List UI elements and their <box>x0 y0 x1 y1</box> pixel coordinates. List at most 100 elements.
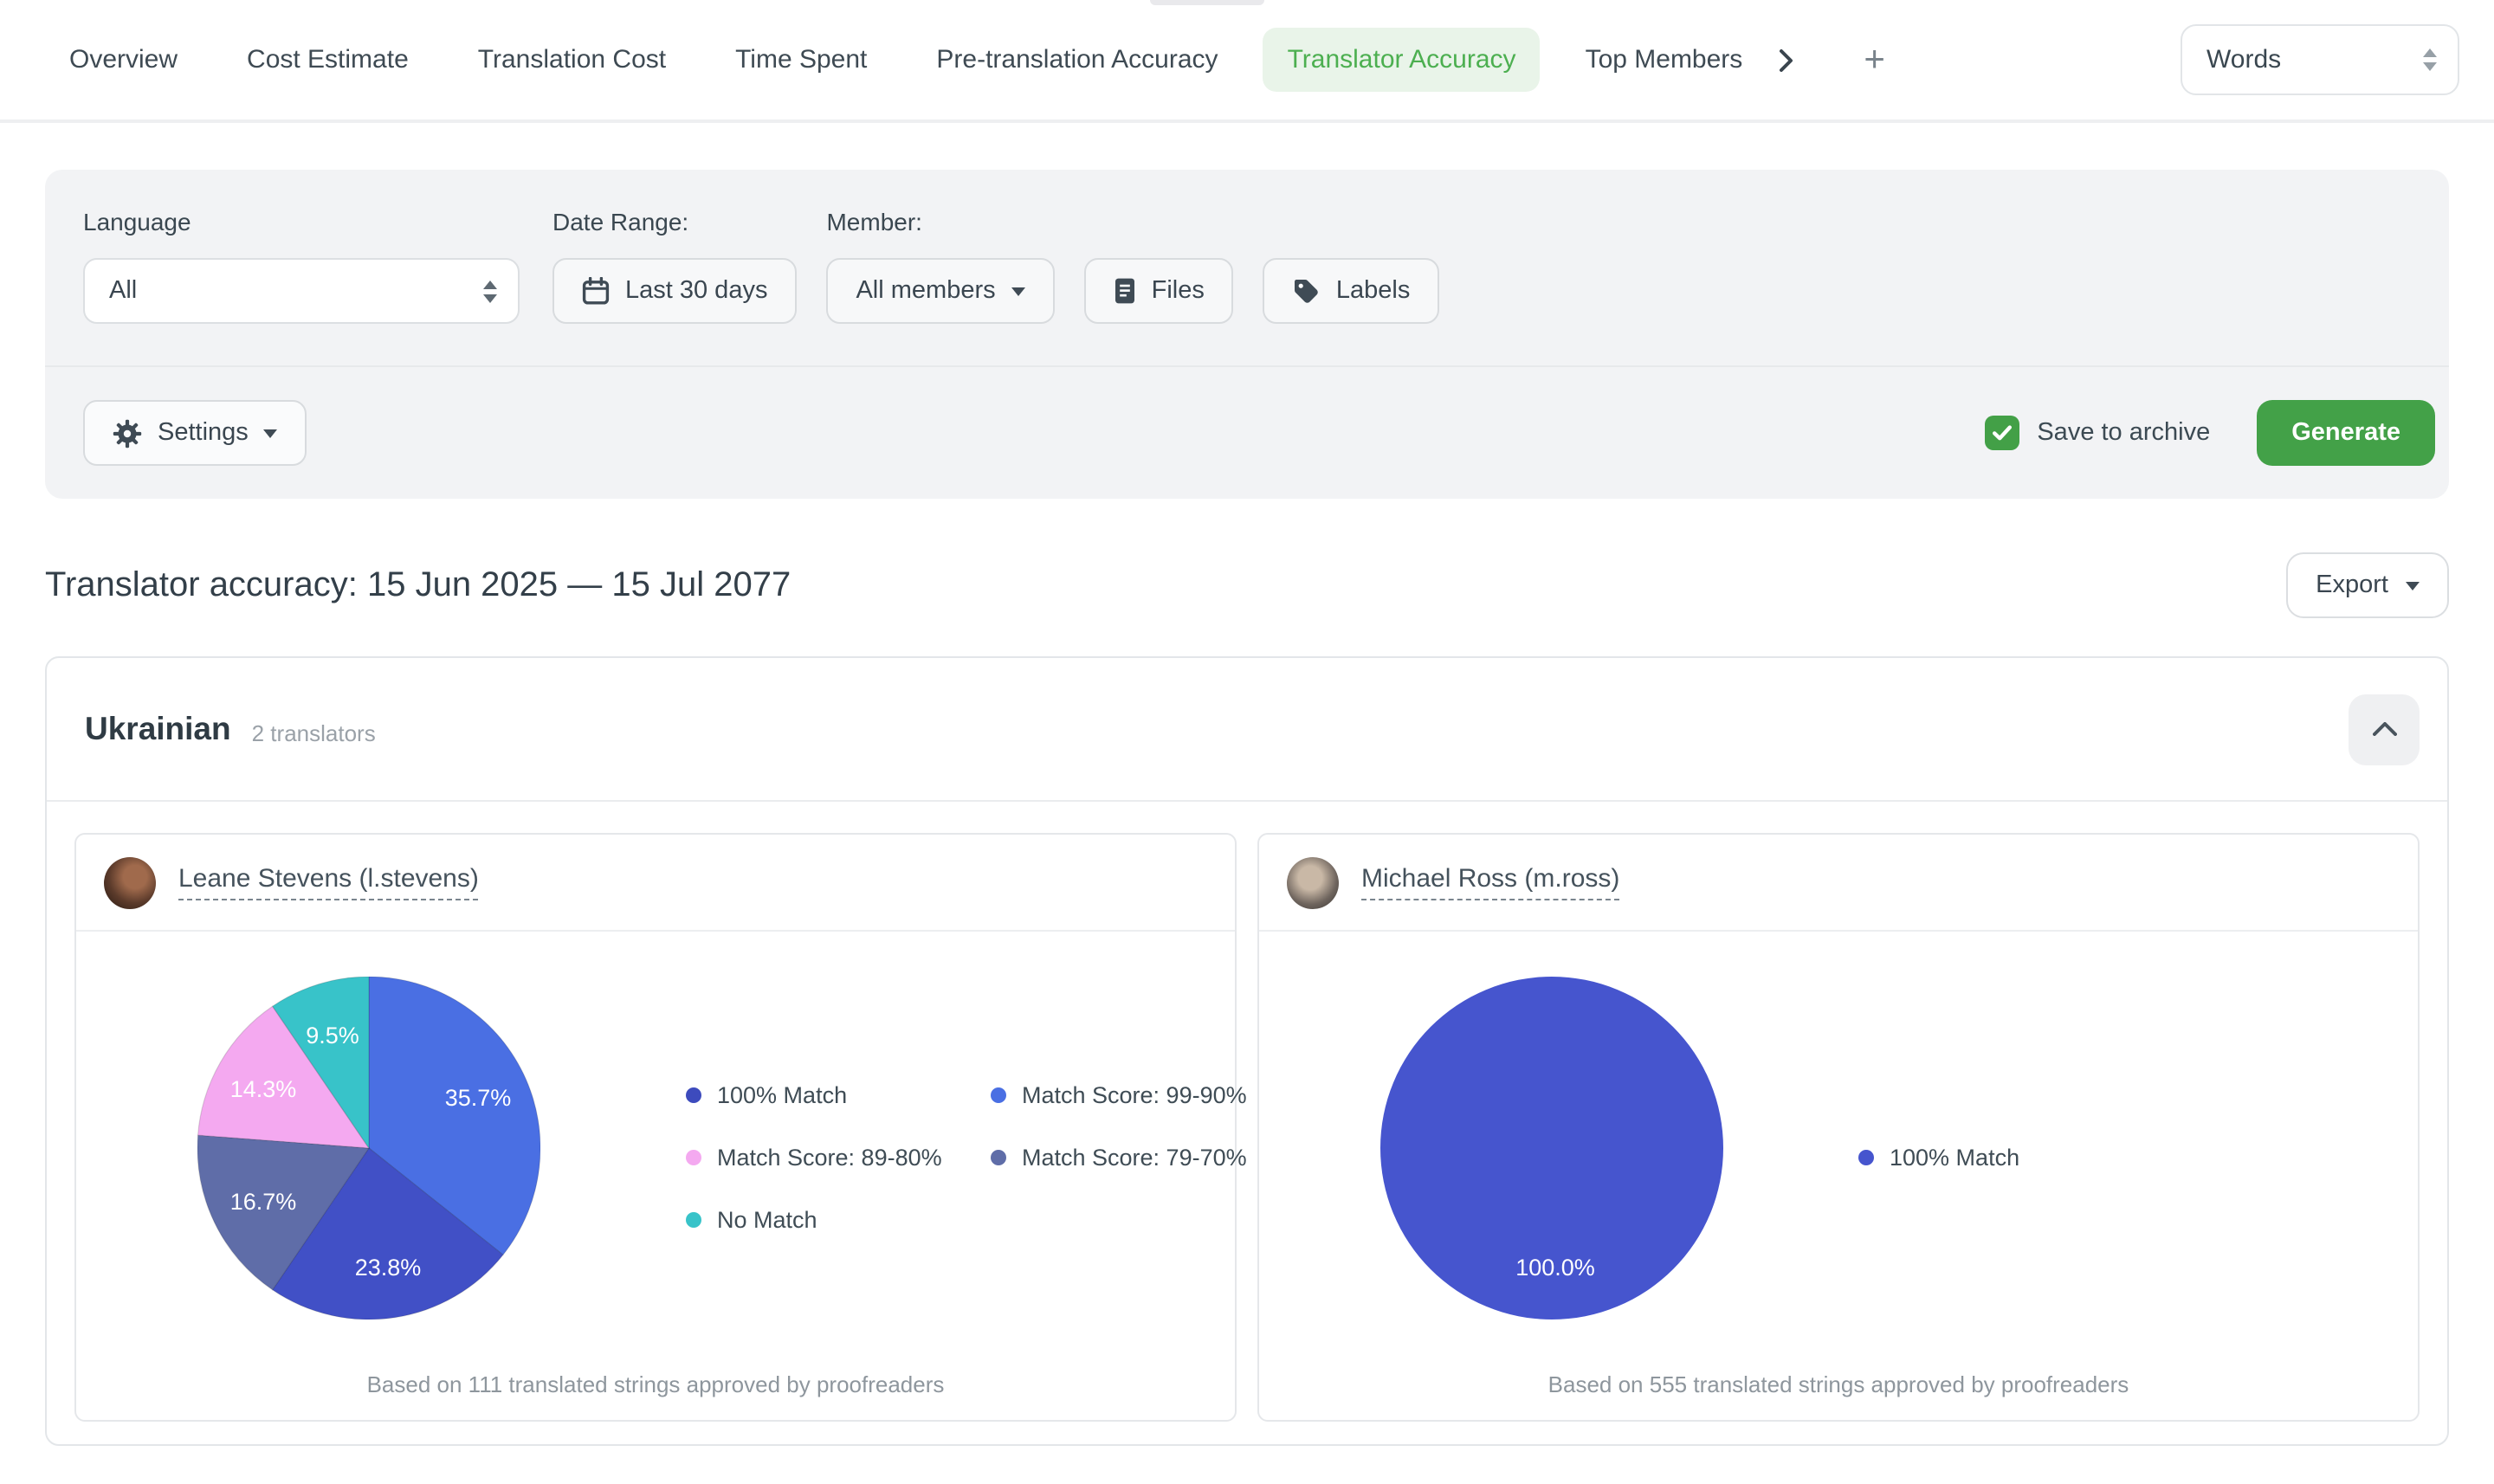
filter-actions-row: Settings Save to archive Generate <box>45 365 2449 499</box>
legend-label: Match Score: 99-90% <box>1022 1081 1247 1107</box>
chart-caption: Based on 555 translated strings approved… <box>1547 1371 2129 1397</box>
legend-item: Match Score: 89-80% <box>686 1139 991 1174</box>
window-top-artifact <box>1150 0 1264 5</box>
date-range-label: Date Range: <box>552 208 689 236</box>
legend-label: No Match <box>717 1206 817 1232</box>
tag-icon <box>1295 280 1319 303</box>
accuracy-pie-chart: 100.0% <box>1380 977 1723 1319</box>
save-to-archive-checkbox[interactable] <box>1985 416 2020 450</box>
export-button-label: Export <box>2316 571 2388 599</box>
legend-item: Match Score: 99-90% <box>991 1077 1247 1112</box>
language-select-value: All <box>109 277 138 305</box>
language-section-card: Ukrainian 2 translators Leane Stevens (l… <box>45 656 2449 1446</box>
accuracy-pie-chart: 35.7% 23.8% 16.7% 14.3% 9.5% <box>197 977 540 1319</box>
add-tab-button[interactable]: + <box>1864 40 1885 80</box>
translator-card-michael-ross: Michael Ross (m.ross) 100.0% 100% Match … <box>1257 833 2420 1422</box>
legend-dot <box>991 1149 1006 1165</box>
translator-card-header: Leane Stevens (l.stevens) <box>76 835 1235 932</box>
chevron-up-icon <box>2372 722 2396 736</box>
pie-legend: 100% Match <box>1858 1139 2163 1174</box>
pie-slice-label: 16.7% <box>230 1189 297 1215</box>
pie-slice-label: 14.3% <box>230 1076 297 1102</box>
generate-button[interactable]: Generate <box>2257 400 2435 466</box>
language-section-header: Ukrainian 2 translators <box>47 658 2447 802</box>
files-filter-label: Files <box>1151 277 1205 305</box>
legend-dot <box>686 1087 701 1102</box>
language-label: Language <box>83 208 191 236</box>
legend-dot <box>1858 1149 1874 1165</box>
legend-label: 100% Match <box>717 1081 848 1107</box>
avatar <box>1287 856 1339 908</box>
pie-slice <box>271 1147 504 1319</box>
select-arrows-icon <box>2423 48 2437 71</box>
translator-card-leane-stevens: Leane Stevens (l.stevens) 35.7% <box>74 833 1247 1422</box>
tab-pre-translation-accuracy[interactable]: Pre-translation Accuracy <box>936 45 1218 74</box>
pie-slice-label: 23.8% <box>355 1255 422 1281</box>
date-range-value: Last 30 days <box>625 277 768 305</box>
pie-slice-label: 100.0% <box>1515 1255 1595 1281</box>
chevron-right-icon <box>1780 48 1793 71</box>
caret-down-icon <box>263 429 278 437</box>
report-title: Translator accuracy: 15 Jun 2025 — 15 Ju… <box>45 565 791 603</box>
legend-label: 100% Match <box>1890 1144 2020 1170</box>
tab-translation-cost[interactable]: Translation Cost <box>477 45 667 74</box>
accuracy-pie-chart-area: 100.0% 100% Match Based on 555 translate… <box>1259 932 2418 1420</box>
pie-slice-label: 9.5% <box>306 1023 359 1048</box>
save-to-archive-label: Save to archive <box>2037 419 2211 447</box>
legend-dot <box>686 1149 701 1165</box>
date-range-button[interactable]: Last 30 days <box>552 258 798 324</box>
pie-slice <box>368 977 540 1256</box>
legend-item: 100% Match <box>686 1077 991 1112</box>
tab-top-members[interactable]: Top Members <box>1585 45 1743 74</box>
legend-label: Match Score: 79-70% <box>1022 1144 1247 1170</box>
settings-button-label: Settings <box>158 419 249 447</box>
report-header: Translator accuracy: 15 Jun 2025 — 15 Ju… <box>45 552 2449 618</box>
translator-card-header: Michael Ross (m.ross) <box>1259 835 2418 932</box>
caret-down-icon <box>2406 581 2420 590</box>
tab-translator-accuracy[interactable]: Translator Accuracy <box>1263 28 1541 92</box>
pie-slice <box>271 977 370 1150</box>
tab-cost-estimate[interactable]: Cost Estimate <box>247 45 409 74</box>
settings-button[interactable]: Settings <box>83 400 307 466</box>
tabs-scroll-right-button[interactable] <box>1779 48 1794 72</box>
chart-caption: Based on 111 translated strings approved… <box>366 1371 945 1397</box>
pie-slice <box>1380 977 1723 1319</box>
pie-slice-label: 35.7% <box>445 1085 512 1111</box>
report-filter-panel: Language All Date Range: Last 30 days <box>45 170 2449 499</box>
files-filter-button[interactable]: Files <box>1083 258 1234 324</box>
file-icon <box>1115 278 1134 304</box>
avatar <box>104 856 156 908</box>
member-label: Member: <box>826 208 922 236</box>
legend-item: Match Score: 79-70% <box>991 1139 1247 1174</box>
legend-item: No Match <box>686 1202 991 1236</box>
check-icon <box>1993 425 2013 441</box>
accuracy-pie-chart-area: 35.7% 23.8% 16.7% 14.3% 9.5% 100% Match <box>76 932 1247 1420</box>
unit-select[interactable]: Words <box>2181 24 2459 95</box>
select-arrows-icon <box>483 280 497 302</box>
collapse-section-button[interactable] <box>2349 694 2420 765</box>
legend-label: Match Score: 89-80% <box>717 1144 942 1170</box>
language-select[interactable]: All <box>83 258 520 324</box>
tab-time-spent[interactable]: Time Spent <box>735 45 868 74</box>
calendar-icon <box>582 277 610 305</box>
filter-row: Language All Date Range: Last 30 days <box>45 170 2449 365</box>
translator-name-link[interactable]: Leane Stevens (l.stevens) <box>178 864 479 900</box>
unit-select-value: Words <box>2206 45 2282 74</box>
legend-item: 100% Match <box>1858 1139 2163 1174</box>
caret-down-icon <box>1011 287 1025 295</box>
translator-name-link[interactable]: Michael Ross (m.ross) <box>1361 864 1620 900</box>
pie-slice <box>197 1134 371 1291</box>
gear-icon <box>113 418 142 448</box>
pie-legend: 100% Match Match Score: 99-90% Match Sco… <box>686 1077 1247 1236</box>
language-name: Ukrainian <box>85 710 231 746</box>
labels-filter-label: Labels <box>1335 277 1411 305</box>
tab-overview[interactable]: Overview <box>69 45 178 74</box>
pie-slice <box>197 1005 371 1149</box>
member-select-value: All members <box>856 277 996 305</box>
legend-dot <box>686 1211 701 1227</box>
member-select-button[interactable]: All members <box>826 258 1055 324</box>
labels-filter-button[interactable]: Labels <box>1263 258 1440 324</box>
translators-grid: Leane Stevens (l.stevens) 35.7% <box>47 802 2447 1444</box>
export-button[interactable]: Export <box>2286 552 2449 618</box>
